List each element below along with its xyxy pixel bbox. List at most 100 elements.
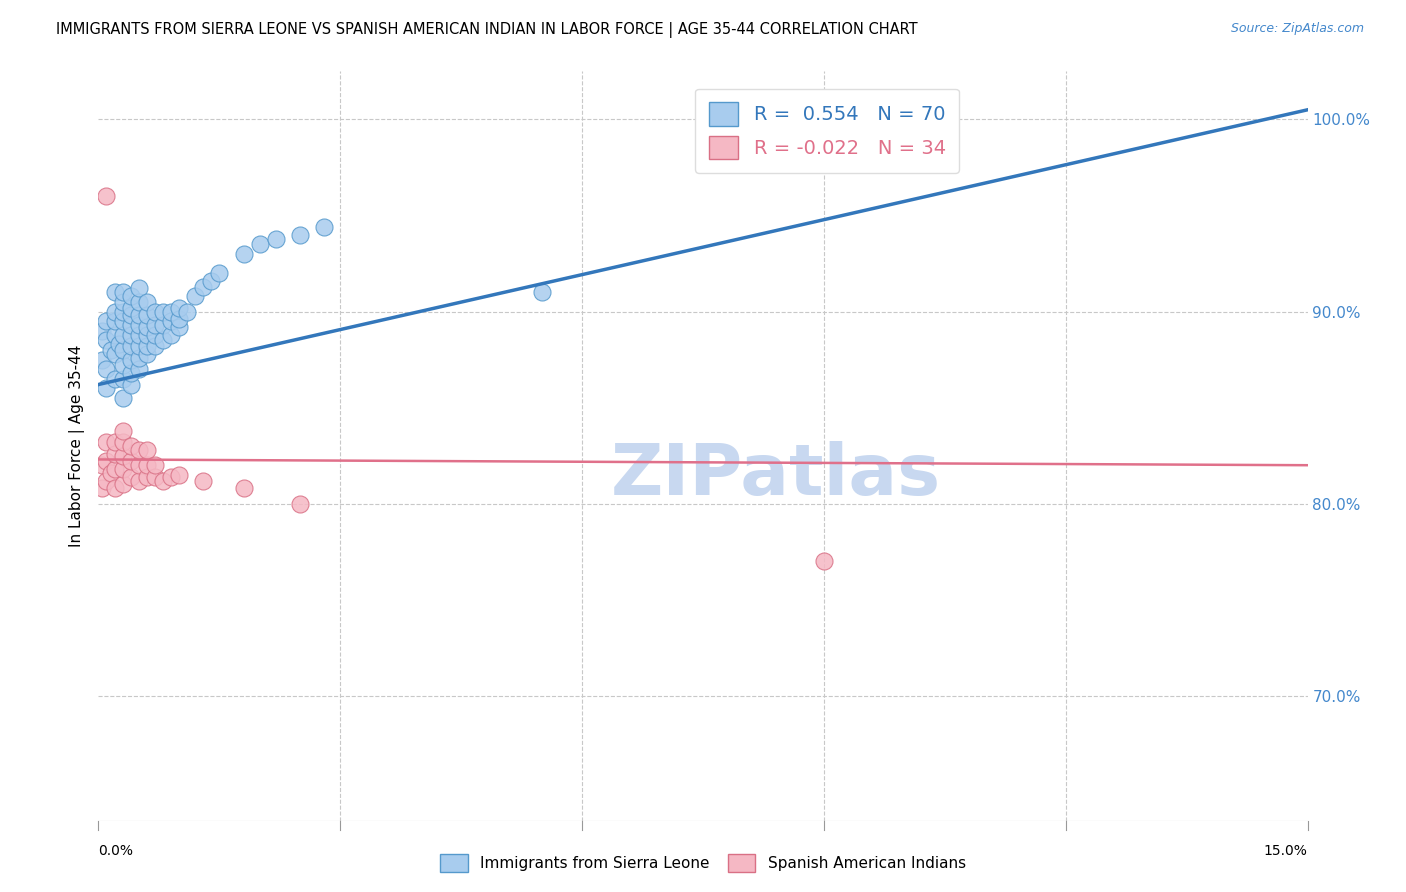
Point [135, 294, 157, 309]
Point [96, 435, 118, 450]
Point [91, 458, 114, 473]
Point [288, 227, 311, 242]
Point [232, 481, 254, 495]
Point [167, 312, 190, 326]
Point [232, 247, 254, 261]
Point [120, 339, 142, 353]
Point [135, 347, 157, 361]
Point [135, 458, 157, 473]
Point [107, 337, 129, 351]
Point [135, 319, 157, 334]
Point [91, 481, 114, 495]
Point [111, 424, 134, 438]
Legend: Immigrants from Sierra Leone, Spanish American Indians: Immigrants from Sierra Leone, Spanish Am… [434, 847, 972, 879]
Point [200, 274, 222, 288]
Point [128, 327, 150, 342]
Text: 0.0%: 0.0% [98, 844, 134, 858]
Point [143, 469, 166, 483]
Text: Source: ZipAtlas.com: Source: ZipAtlas.com [1230, 22, 1364, 36]
Point [111, 449, 134, 463]
Point [120, 352, 142, 367]
Point [152, 334, 174, 348]
Point [111, 435, 134, 450]
Point [128, 474, 150, 488]
Point [111, 285, 134, 300]
Point [96, 189, 118, 203]
Point [120, 301, 142, 315]
Point [103, 347, 125, 361]
Point [111, 359, 134, 373]
Point [120, 366, 142, 380]
Point [167, 467, 190, 482]
Point [128, 362, 150, 376]
Point [120, 377, 142, 392]
Point [103, 285, 125, 300]
Point [135, 339, 157, 353]
Point [184, 289, 207, 303]
Point [288, 497, 311, 511]
Point [96, 454, 118, 468]
Point [128, 309, 150, 323]
Point [160, 469, 183, 483]
Point [160, 314, 183, 328]
Point [120, 469, 142, 483]
Point [111, 462, 134, 476]
Point [264, 231, 287, 245]
Point [111, 477, 134, 491]
Point [111, 372, 134, 386]
Text: 15.0%: 15.0% [1264, 844, 1308, 858]
Point [167, 301, 190, 315]
Point [152, 318, 174, 332]
Point [100, 343, 122, 357]
Point [120, 289, 142, 303]
Point [143, 458, 166, 473]
Point [120, 327, 142, 342]
Point [96, 381, 118, 395]
Point [111, 294, 134, 309]
Point [128, 318, 150, 332]
Point [143, 304, 166, 318]
Point [143, 318, 166, 332]
Point [176, 304, 198, 318]
Point [120, 439, 142, 453]
Point [143, 327, 166, 342]
Point [249, 237, 271, 252]
Point [103, 372, 125, 386]
Point [111, 327, 134, 342]
Point [208, 266, 231, 280]
Point [530, 285, 553, 300]
Point [103, 327, 125, 342]
Point [120, 454, 142, 468]
Point [111, 343, 134, 357]
Point [135, 309, 157, 323]
Point [167, 319, 190, 334]
Point [160, 304, 183, 318]
Point [813, 554, 835, 568]
Y-axis label: In Labor Force | Age 35-44: In Labor Force | Age 35-44 [69, 345, 84, 547]
Point [152, 304, 174, 318]
Point [160, 327, 183, 342]
Point [96, 334, 118, 348]
Point [103, 314, 125, 328]
Point [91, 352, 114, 367]
Point [193, 474, 215, 488]
Point [103, 435, 125, 450]
Point [120, 309, 142, 323]
Point [96, 474, 118, 488]
Point [128, 281, 150, 295]
Point [152, 474, 174, 488]
Point [143, 339, 166, 353]
Point [120, 318, 142, 332]
Text: ZIPatlas: ZIPatlas [610, 442, 941, 510]
Point [111, 391, 134, 405]
Point [128, 458, 150, 473]
Point [103, 304, 125, 318]
Legend: R =  0.554   N = 70, R = -0.022   N = 34: R = 0.554 N = 70, R = -0.022 N = 34 [695, 88, 959, 173]
Point [135, 442, 157, 457]
Point [103, 481, 125, 495]
Point [96, 314, 118, 328]
Point [91, 324, 114, 338]
Point [135, 327, 157, 342]
Point [111, 314, 134, 328]
Point [193, 279, 215, 293]
